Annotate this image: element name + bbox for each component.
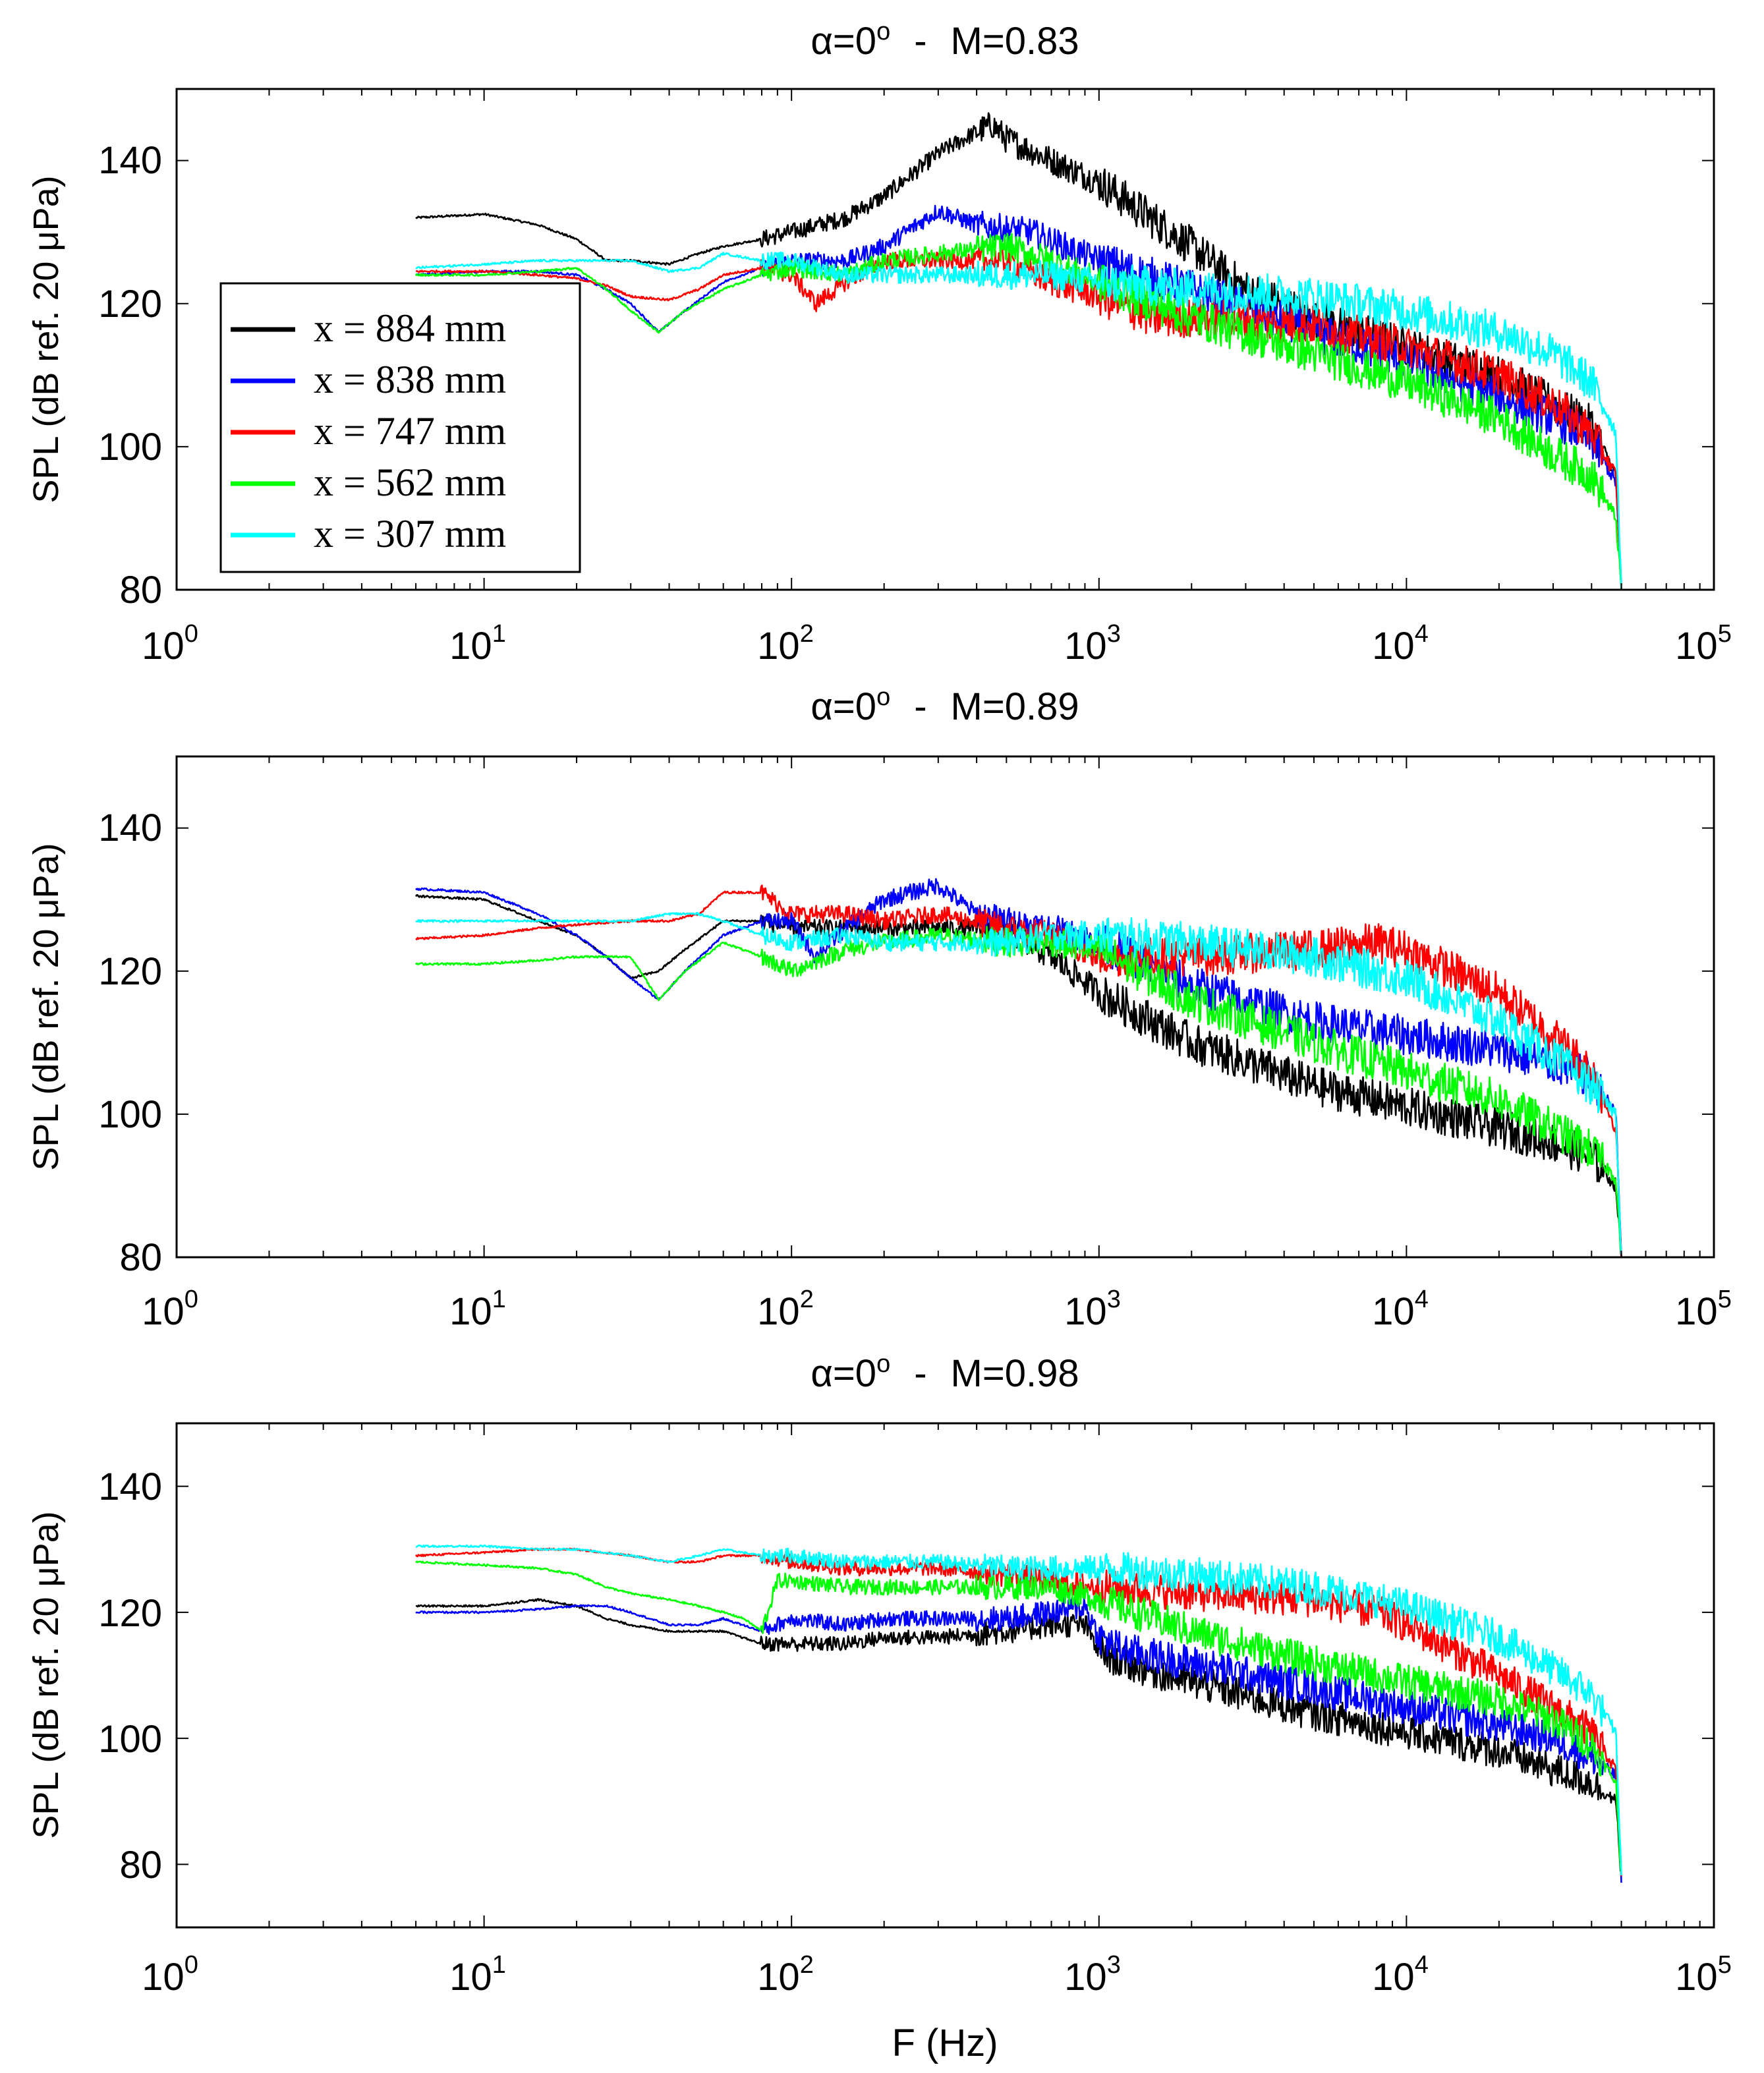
x-tick-label: 102: [757, 1951, 814, 1999]
y-axis-label: SPL (dB ref. 20 μPa): [26, 175, 66, 503]
y-tick-label: 80: [119, 569, 162, 611]
x-tick-label: 104: [1372, 620, 1429, 667]
y-tick-labels: 80 100 120 140: [98, 1465, 162, 1887]
x-tick-label: 103: [1064, 1951, 1121, 1999]
curves: [415, 1544, 1622, 1883]
y-axis-label: SPL (dB ref. 20 μPa): [26, 1511, 66, 1838]
x-tick-label: 102: [757, 620, 814, 667]
x-tick-label: 102: [757, 1286, 814, 1333]
x-tick-label: 100: [142, 1286, 198, 1333]
y-tick-label: 100: [98, 426, 162, 469]
curves: [414, 112, 1622, 590]
plot-frame: [175, 88, 1715, 591]
x-axis-label: F (Hz): [892, 2022, 998, 2064]
title-alpha: α=0: [811, 20, 876, 63]
title-alpha: α=0: [811, 1352, 876, 1395]
legend-label-747: x = 747 mm: [314, 409, 506, 453]
title-separator: -: [914, 20, 926, 63]
curves: [415, 878, 1622, 1258]
x-tick-label: 101: [449, 620, 506, 667]
legend-label-562: x = 562 mm: [314, 461, 506, 504]
x-tick-label: 105: [1675, 1951, 1732, 1999]
series-line: [415, 251, 1622, 590]
y-tick-labels: 80 100 120 140: [98, 807, 162, 1279]
y-tick-label: 120: [98, 1592, 162, 1635]
title-separator: -: [914, 1352, 926, 1395]
y-tick-label: 80: [119, 1844, 162, 1887]
axis-ticks: [176, 1423, 1714, 1927]
x-tick-label: 105: [1675, 620, 1732, 667]
x-tick-label: 103: [1064, 620, 1121, 667]
x-tick-labels: 100 101 102 103 104 105: [142, 620, 1732, 667]
panel-m098: α=0o - M=0.98 80 100 120 140 100 101 102 1…: [26, 1350, 1732, 2064]
y-tick-label: 120: [98, 950, 162, 993]
legend-label-884: x = 884 mm: [314, 306, 506, 350]
series-line: [416, 245, 1622, 590]
y-tick-labels: 80 100 120 140: [98, 139, 162, 611]
series-line: [414, 233, 1622, 587]
title-separator: -: [914, 685, 926, 728]
y-tick-label: 100: [98, 1718, 162, 1761]
panel-m089: α=0o - M=0.89 80 100 120 140 100 101 102 1…: [26, 683, 1732, 1333]
panel-title: α=0o - M=0.83: [811, 18, 1079, 63]
panel-title: α=0o - M=0.89: [811, 683, 1079, 728]
y-tick-label: 140: [98, 1465, 162, 1508]
title-mach: M=0.98: [951, 1352, 1079, 1395]
x-tick-label: 105: [1675, 1286, 1732, 1333]
title-degree: o: [876, 683, 890, 711]
legend-label-307: x = 307 mm: [314, 512, 506, 555]
series-line: [415, 878, 1622, 1258]
x-tick-label: 104: [1372, 1286, 1429, 1333]
plot-frame: [175, 755, 1715, 1259]
series-line: [415, 1598, 1622, 1873]
panel-title: α=0o - M=0.98: [811, 1350, 1079, 1395]
title-mach: M=0.83: [951, 20, 1079, 63]
legend: x = 884 mm x = 838 mm x = 747 mm x = 562…: [219, 282, 581, 573]
legend-label-838: x = 838 mm: [314, 358, 506, 401]
panel-m083: α=0o - M=0.83 80 100 120 140 100 101 102 1…: [26, 18, 1732, 667]
title-degree: o: [876, 18, 890, 45]
y-tick-label: 100: [98, 1093, 162, 1136]
series-line: [415, 1544, 1622, 1876]
x-tick-labels: 100 101 102 103 104 105: [142, 1286, 1732, 1333]
title-degree: o: [876, 1350, 890, 1378]
series-line: [415, 1597, 1622, 1883]
x-tick-label: 101: [449, 1951, 506, 1999]
x-tick-labels: 100 101 102 103 104 105: [142, 1951, 1732, 1999]
title-mach: M=0.89: [951, 685, 1079, 728]
plot-frame: [175, 1422, 1715, 1929]
x-tick-label: 100: [142, 1951, 198, 1999]
title-alpha: α=0: [811, 685, 876, 728]
y-tick-label: 140: [98, 807, 162, 849]
x-tick-label: 104: [1372, 1951, 1429, 1999]
y-tick-label: 140: [98, 139, 162, 182]
y-tick-label: 120: [98, 283, 162, 326]
y-tick-label: 80: [119, 1236, 162, 1279]
x-tick-label: 101: [449, 1286, 506, 1333]
series-line: [415, 204, 1622, 590]
x-tick-label: 103: [1064, 1286, 1121, 1333]
series-line: [415, 912, 1622, 1255]
x-tick-label: 100: [142, 620, 198, 667]
axis-ticks: [176, 756, 1714, 1258]
y-axis-label: SPL (dB ref. 20 μPa): [26, 843, 66, 1170]
